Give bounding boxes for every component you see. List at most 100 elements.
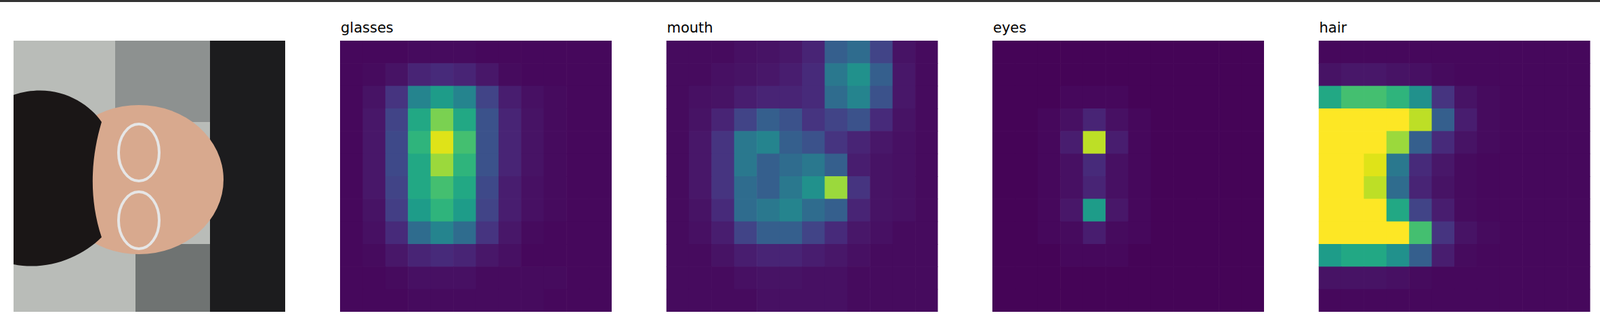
heatmap-cell xyxy=(453,40,477,64)
heatmap-cell xyxy=(1014,130,1038,154)
heatmap-cell xyxy=(1476,108,1500,132)
heatmap-cell xyxy=(385,289,409,312)
heatmap-cell xyxy=(756,176,780,200)
heatmap-cell xyxy=(1218,108,1242,132)
heatmap-cell xyxy=(1318,221,1342,245)
heatmap-cell xyxy=(779,176,803,200)
heatmap-cell xyxy=(869,243,893,267)
heatmap-cell xyxy=(756,108,780,132)
heatmap-cell xyxy=(589,62,612,87)
heatmap-cell xyxy=(1408,130,1433,154)
heatmap-cell xyxy=(1105,86,1129,110)
heatmap-cell xyxy=(1014,289,1038,312)
heatmap-cell xyxy=(1567,243,1590,267)
heatmap-cell xyxy=(1241,40,1265,64)
heatmap-cell xyxy=(385,153,409,177)
heatmap-cell xyxy=(566,221,590,245)
heatmap-cell xyxy=(847,243,871,267)
heatmap-cell xyxy=(1499,108,1523,132)
heatmap-cell xyxy=(1341,221,1365,245)
heatmap-cell xyxy=(1105,289,1129,312)
heatmap-cell xyxy=(892,62,916,87)
heatmap-cell xyxy=(734,62,758,87)
heatmap-cell xyxy=(589,86,612,110)
heatmap-cell xyxy=(1150,243,1174,267)
heatmap-cell xyxy=(824,266,848,290)
heatmap-cell xyxy=(543,221,567,245)
heatmap-cell xyxy=(1241,86,1265,110)
heatmap-cell xyxy=(1499,221,1523,245)
heatmap-cell xyxy=(1408,221,1433,245)
heatmap-cell xyxy=(1014,198,1038,222)
heatmap-cell xyxy=(1454,198,1478,222)
heatmap-cell xyxy=(1105,198,1129,222)
photo-content xyxy=(13,40,286,312)
heatmap-cell xyxy=(1499,198,1523,222)
heatmap-cell xyxy=(1476,130,1500,154)
heatmap-cell xyxy=(1196,108,1220,132)
heatmap-cell xyxy=(520,176,544,200)
heatmap-cell xyxy=(1105,176,1129,200)
heatmap-cell xyxy=(1476,40,1500,64)
heatmap-cell xyxy=(1128,130,1152,154)
heatmap-cell xyxy=(915,266,938,290)
heatmap-cell xyxy=(992,289,1016,312)
heatmap-cell xyxy=(915,108,938,132)
heatmap-cell xyxy=(824,40,848,64)
heatmap-cell xyxy=(1386,289,1410,312)
heatmap-cell xyxy=(1545,266,1569,290)
heatmap-cell xyxy=(476,153,500,177)
heatmap-cell xyxy=(734,243,758,267)
heatmap-cell xyxy=(802,266,826,290)
heatmap-cell xyxy=(498,266,522,290)
heatmap-cell xyxy=(1386,40,1410,64)
heatmap-cell xyxy=(1363,221,1387,245)
heatmap-cell xyxy=(520,153,544,177)
heatmap-cell xyxy=(779,198,803,222)
heatmap-cell xyxy=(1173,108,1197,132)
heatmap-cell xyxy=(847,108,871,132)
heatmap-cell xyxy=(666,243,690,267)
heatmap-cell xyxy=(498,289,522,312)
photo-glasses xyxy=(118,191,160,249)
heatmap-cell xyxy=(1083,130,1107,154)
heatmap-cell xyxy=(734,130,758,154)
heatmap-cell xyxy=(453,198,477,222)
heatmap-cell xyxy=(1408,198,1433,222)
heatmap-cell xyxy=(362,289,386,312)
heatmap-cell xyxy=(476,221,500,245)
heatmap-cell xyxy=(520,289,544,312)
heatmap-cell xyxy=(1318,153,1342,177)
heatmap-cell xyxy=(711,266,735,290)
heatmap-cell xyxy=(1060,289,1084,312)
heatmap-cell xyxy=(1499,40,1523,64)
heatmap-cell xyxy=(1363,62,1387,87)
heatmap-cell xyxy=(1060,62,1084,87)
heatmap-cell xyxy=(430,198,454,222)
heatmap-cell xyxy=(1567,62,1590,87)
heatmap-cell xyxy=(543,130,567,154)
heatmap-cell xyxy=(1545,198,1569,222)
heatmap-cell xyxy=(1522,62,1546,87)
heatmap-cell xyxy=(362,198,386,222)
heatmap-cell xyxy=(476,289,500,312)
heatmap-cell xyxy=(915,176,938,200)
heatmap-cell xyxy=(1522,176,1546,200)
heatmap-cell xyxy=(892,176,916,200)
heatmap-cell xyxy=(385,86,409,110)
heatmap-cell xyxy=(1567,40,1590,64)
heatmap-cell xyxy=(734,153,758,177)
heatmap-cell xyxy=(1522,40,1546,64)
heatmap-cell xyxy=(1432,40,1456,64)
heatmap-cell xyxy=(779,62,803,87)
heatmap-cell xyxy=(756,62,780,87)
heatmap-cell xyxy=(1318,266,1342,290)
heatmap-cell xyxy=(566,86,590,110)
heatmap-cell xyxy=(779,153,803,177)
heatmap-cell xyxy=(824,176,848,200)
heatmap-cell xyxy=(992,243,1016,267)
heatmap-cell xyxy=(1037,130,1061,154)
heatmap-cell xyxy=(711,221,735,245)
heatmap-panel: eyes xyxy=(992,19,1265,313)
heatmap-cell xyxy=(1196,130,1220,154)
